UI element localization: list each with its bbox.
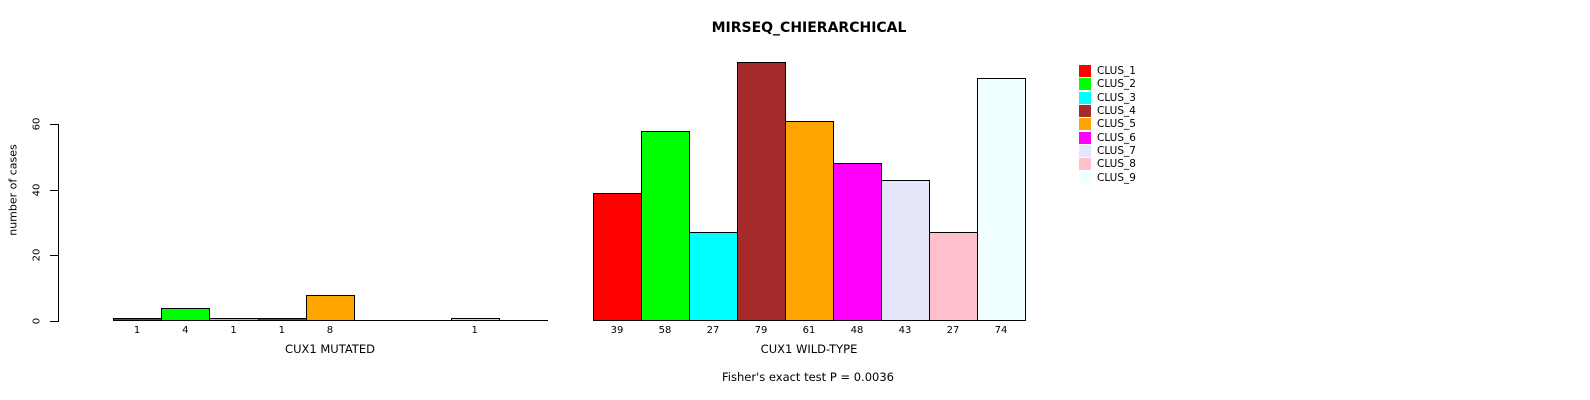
- legend-item-clus_7: CLUS_7: [1079, 145, 1136, 158]
- bar-value-label: 48: [850, 325, 864, 336]
- y-axis-tick: [50, 189, 58, 191]
- bar-clus_8: [450, 317, 500, 321]
- bar-clus_5: [785, 120, 834, 321]
- bar-clus_7: [881, 179, 930, 321]
- bar-value-label: 43: [898, 325, 912, 336]
- legend-label: CLUS_6: [1097, 131, 1136, 144]
- bar-value-label: 1: [133, 325, 141, 336]
- x-axis-label-wildtype: CUX1 WILD-TYPE: [760, 342, 858, 356]
- bar-value-label: 8: [326, 325, 334, 336]
- legend-swatch-icon: [1079, 145, 1091, 158]
- legend-item-clus_2: CLUS_2: [1079, 78, 1136, 91]
- legend-item-clus_9: CLUS_9: [1079, 171, 1136, 184]
- bar-clus_3: [209, 317, 259, 321]
- legend-label: CLUS_8: [1097, 158, 1136, 171]
- legend-label: CLUS_3: [1097, 91, 1136, 104]
- bar-clus_3: [689, 232, 738, 321]
- bar-value-label: 58: [658, 325, 672, 336]
- bar-clus_9: [498, 320, 548, 321]
- y-axis-label: number of cases: [6, 144, 20, 236]
- legend-swatch-icon: [1079, 65, 1091, 77]
- legend-swatch-icon: [1079, 78, 1091, 91]
- y-axis-tick-label: 40: [31, 183, 43, 197]
- bar-clus_2: [161, 307, 211, 321]
- x-axis-label-mutated: CUX1 MUTATED: [285, 342, 375, 356]
- bar-value-label: 1: [471, 325, 478, 336]
- bar-value-label: 39: [610, 325, 624, 336]
- legend-swatch-icon: [1079, 105, 1091, 118]
- bar-clus_1: [593, 192, 642, 321]
- bar-clus_6: [354, 320, 404, 321]
- legend-label: CLUS_5: [1097, 118, 1136, 131]
- legend-label: CLUS_7: [1097, 145, 1136, 158]
- bar-value-label: 27: [946, 325, 960, 336]
- bar-value-label: 4: [182, 325, 189, 336]
- fisher-test-annotation: Fisher's exact test P = 0.0036: [722, 370, 894, 384]
- legend-item-clus_3: CLUS_3: [1079, 91, 1136, 104]
- y-axis-tick-label: 60: [31, 117, 43, 131]
- bar-clus_1: [113, 317, 163, 321]
- y-axis-line: [58, 124, 59, 322]
- legend-label: CLUS_4: [1097, 105, 1136, 118]
- legend-swatch-icon: [1079, 171, 1091, 184]
- y-axis-tick: [50, 255, 58, 257]
- legend-swatch-icon: [1079, 158, 1091, 171]
- legend-item-clus_1: CLUS_1: [1079, 65, 1136, 77]
- bar-clus_2: [641, 130, 690, 321]
- legend-label: CLUS_1: [1097, 65, 1136, 77]
- bar-clus_7: [402, 320, 452, 321]
- bar-clus_8: [929, 232, 978, 321]
- bar-value-label: 61: [802, 325, 816, 336]
- bar-value-label: 27: [706, 325, 720, 336]
- legend-label: CLUS_9: [1097, 171, 1136, 184]
- bar-clus_6: [833, 163, 882, 321]
- bar-value-label: 1: [278, 325, 285, 336]
- y-axis-tick-label: 20: [31, 248, 43, 262]
- bar-clus_5: [305, 294, 356, 321]
- legend-swatch-icon: [1079, 118, 1091, 131]
- bar-clus_9: [977, 78, 1026, 321]
- bar-value-label: 1: [230, 325, 237, 336]
- bar-clus_4: [737, 61, 786, 321]
- legend-item-clus_4: CLUS_4: [1079, 105, 1136, 118]
- y-axis-tick: [50, 321, 58, 322]
- y-axis-tick: [50, 124, 58, 125]
- legend-item-clus_8: CLUS_8: [1079, 158, 1136, 171]
- legend-swatch-icon: [1079, 131, 1091, 144]
- legend-swatch-icon: [1079, 91, 1091, 104]
- bar-value-label: 79: [754, 325, 768, 336]
- chart-title: MIRSEQ_CHIERARCHICAL: [711, 20, 907, 36]
- y-axis-tick-label: 0: [31, 317, 43, 325]
- legend-label: CLUS_2: [1097, 78, 1136, 91]
- legend-item-clus_6: CLUS_6: [1079, 131, 1136, 144]
- bar-value-label: 74: [994, 325, 1008, 336]
- bar-clus_4: [257, 317, 307, 321]
- legend-item-clus_5: CLUS_5: [1079, 118, 1136, 131]
